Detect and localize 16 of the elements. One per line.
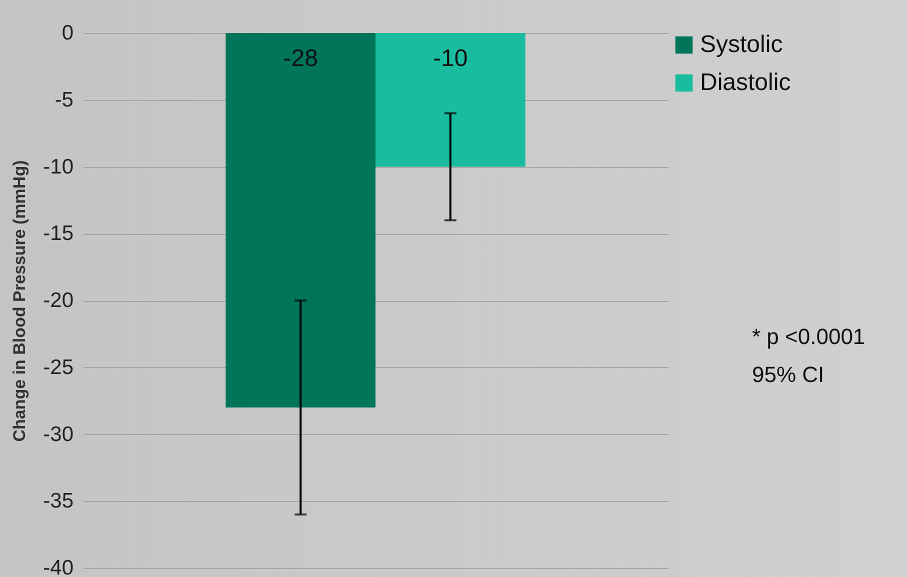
y-tick-label: -20 bbox=[43, 289, 74, 312]
legend-label: Systolic bbox=[700, 31, 783, 58]
y-tick-label: 0 bbox=[62, 22, 74, 44]
y-tick-label: -5 bbox=[54, 88, 74, 112]
text: 95% CI bbox=[752, 361, 826, 389]
y-tick-label: -35 bbox=[43, 490, 74, 513]
data-label: -10 bbox=[433, 45, 468, 72]
y-tick-label: -10 bbox=[43, 155, 74, 178]
y-tick-label: -40 bbox=[43, 556, 74, 577]
y-axis-title: Change in Blood Pressure (mmHg) bbox=[10, 160, 30, 442]
y-tick-label: -25 bbox=[43, 356, 74, 379]
y-tick-label: -15 bbox=[43, 222, 74, 246]
text: * p <0.0001 bbox=[752, 323, 866, 351]
data-label: -28 bbox=[283, 45, 318, 72]
legend-label: Diastolic bbox=[700, 69, 791, 96]
y-tick-label: -30 bbox=[43, 422, 74, 446]
